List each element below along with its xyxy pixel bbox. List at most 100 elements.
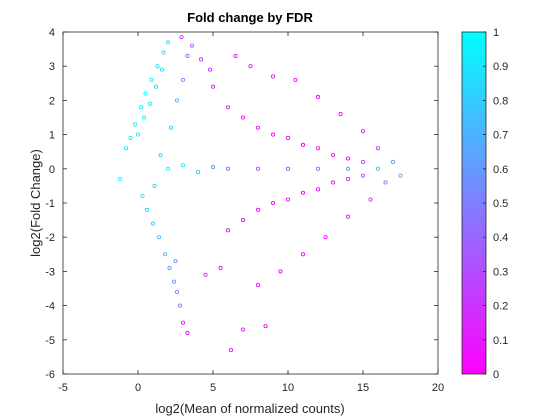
data-point [278, 269, 283, 274]
data-point [228, 348, 234, 353]
x-tick-label: 15 [357, 382, 369, 394]
data-point [360, 159, 366, 165]
data-point [167, 265, 172, 271]
y-tick-label: 0 [49, 164, 55, 176]
colorbar-tick-label: 0.9 [493, 61, 508, 73]
data-point [285, 135, 291, 141]
data-point [153, 84, 159, 89]
colorbar-tick-label: 0.1 [493, 335, 508, 347]
data-point [159, 67, 165, 72]
data-point [141, 115, 147, 120]
data-point [168, 125, 174, 130]
x-tick-label: 5 [210, 382, 216, 394]
data-point [144, 207, 150, 212]
data-point [360, 129, 366, 134]
data-point [117, 177, 123, 182]
data-point [225, 166, 231, 171]
data-point [165, 166, 171, 171]
data-point [368, 197, 373, 202]
colorbar-tick-label: 0.4 [493, 232, 508, 244]
data-point [156, 235, 162, 240]
data-point [180, 77, 186, 82]
data-point [315, 187, 321, 192]
data-point [233, 53, 238, 58]
y-axis-label: log2(Fold Change) [28, 149, 43, 257]
data-point [255, 166, 261, 171]
data-point [270, 132, 276, 137]
data-point [255, 207, 261, 212]
data-point [135, 132, 141, 137]
data-point [162, 252, 168, 257]
y-axis-ticks: 4 3 2 1 0 -1 -2 -3 -4 -5 -6 [45, 27, 438, 381]
x-axis-ticks: -5 0 5 10 15 20 [58, 32, 444, 394]
colorbar-tick-label: 0.2 [493, 301, 508, 313]
data-point [198, 57, 204, 62]
y-tick-label: 3 [49, 61, 55, 73]
data-point [255, 125, 261, 130]
data-point [165, 40, 171, 45]
y-tick-label: 1 [49, 130, 55, 142]
data-point [240, 327, 246, 332]
chart-title: Fold change by FDR [187, 10, 313, 25]
data-point [161, 50, 166, 55]
data-point [174, 289, 180, 294]
data-point [180, 320, 186, 325]
data-point [240, 115, 246, 120]
data-point [171, 279, 177, 284]
data-point [174, 98, 180, 103]
data-point [300, 190, 306, 195]
y-tick-label: -1 [45, 198, 55, 210]
data-point [300, 142, 306, 147]
data-point [143, 91, 148, 96]
data-point [315, 94, 321, 100]
data-point [147, 101, 153, 106]
colorbar-tick-label: 0.3 [493, 266, 508, 278]
data-point [203, 272, 208, 277]
x-tick-label: 10 [282, 382, 294, 394]
data-point [180, 163, 186, 168]
data-point [185, 53, 190, 58]
data-point [207, 67, 213, 72]
data-point [150, 221, 156, 226]
data-point [375, 146, 381, 151]
data-point [123, 146, 129, 151]
data-point [315, 166, 321, 171]
x-tick-label: 20 [432, 382, 444, 394]
colorbar [461, 31, 487, 375]
data-point [345, 214, 351, 219]
data-point [330, 180, 336, 185]
data-point [210, 84, 216, 89]
y-tick-label: -5 [45, 335, 55, 347]
data-point [132, 122, 138, 127]
data-point [210, 165, 216, 170]
data-point [293, 77, 298, 82]
data-point [240, 218, 246, 223]
data-point [149, 77, 154, 82]
colorbar-tick-label: 0.6 [493, 164, 508, 176]
data-point [158, 153, 163, 158]
data-point [140, 194, 145, 199]
data-point [189, 43, 195, 48]
data-point [128, 135, 133, 141]
data-point [270, 74, 276, 79]
y-tick-label: -6 [45, 369, 55, 381]
data-point [285, 197, 291, 202]
data-point [195, 170, 201, 175]
data-point [270, 200, 276, 206]
data-point [177, 303, 183, 308]
data-point [285, 166, 291, 171]
data-point [225, 228, 231, 233]
x-tick-label: -5 [58, 382, 68, 394]
data-point [179, 35, 184, 40]
data-point [218, 265, 223, 271]
colorbar-tick-label: 1 [493, 27, 499, 39]
y-tick-label: -2 [45, 232, 55, 244]
colorbar-tick-label: 0 [493, 369, 499, 381]
data-point [330, 153, 336, 158]
data-point [375, 166, 381, 171]
data-point [173, 259, 178, 264]
data-point [345, 177, 351, 182]
plot-area [63, 32, 438, 374]
data-point [315, 146, 321, 151]
